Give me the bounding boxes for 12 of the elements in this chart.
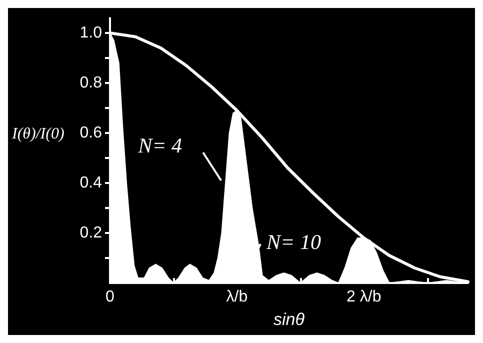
- x-tick-label: 0: [106, 288, 115, 306]
- annotation: N= 4: [137, 134, 183, 158]
- y-tick-label: 0.4: [80, 174, 102, 192]
- x-tick-label: λ/b: [226, 288, 248, 306]
- x-axis-title: sinθ: [274, 310, 306, 329]
- x-tick-label: 2 λ/b: [346, 288, 382, 306]
- y-axis-title: I(θ)/I(0): [11, 126, 64, 142]
- y-tick-label: 1.0: [80, 24, 102, 42]
- y-tick-label: 0.6: [80, 124, 102, 142]
- y-tick-label: 0.2: [80, 224, 102, 242]
- annotation: N= 10: [266, 230, 322, 254]
- y-tick-label: 0.8: [80, 74, 102, 92]
